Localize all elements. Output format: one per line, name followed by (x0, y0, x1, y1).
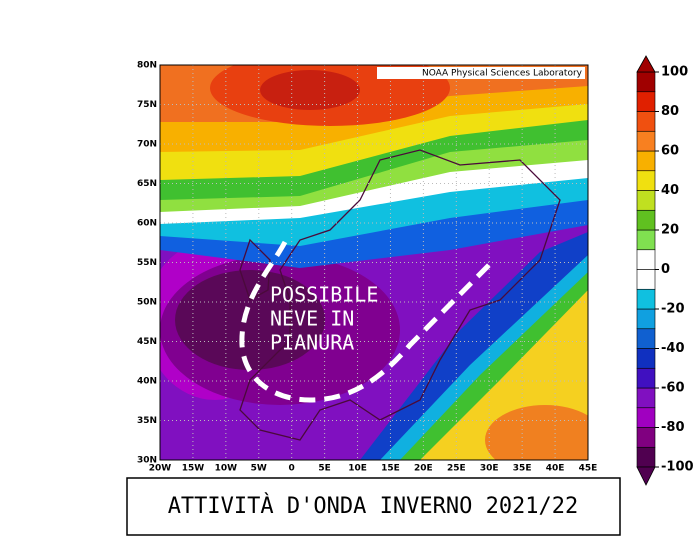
colorbar-label: 0 (661, 262, 670, 277)
colorbar-band (636, 427, 656, 448)
y-tick-label: 45N (137, 337, 157, 347)
colorbar-band (636, 308, 656, 330)
x-tick-label: 10E (348, 464, 367, 474)
colorbar-band (636, 71, 656, 93)
colorbar-band (636, 170, 656, 191)
y-tick-label: 75N (137, 100, 157, 110)
colorbar-arrow (636, 55, 656, 73)
y-tick-label: 65N (137, 179, 157, 189)
colorbar-label: 100 (661, 65, 688, 80)
x-tick-label: 25E (447, 464, 466, 474)
x-tick-label: 0 (289, 464, 295, 474)
x-tick-label: 15W (182, 464, 205, 474)
caption-box (126, 477, 621, 536)
colorbar-label: -100 (661, 460, 694, 475)
x-tick-label: 5W (251, 464, 267, 474)
colorbar-band (636, 288, 656, 310)
y-tick-label: 40N (137, 377, 157, 387)
map-fill (160, 65, 588, 460)
y-tick-label: 50N (137, 298, 157, 308)
colorbar-label: -80 (661, 420, 685, 435)
colorbar-band (636, 269, 656, 290)
colorbar-band (636, 407, 656, 428)
y-tick-label: 30N (137, 456, 157, 466)
colorbar: -100 -80 -60 -40 -20 0 20 40 60 80 100 (636, 55, 694, 486)
colorbar-band (636, 190, 656, 211)
x-tick-label: 35E (513, 464, 532, 474)
x-tick-label: 30E (480, 464, 499, 474)
x-tick-label: 10W (215, 464, 238, 474)
y-tick-label: 35N (137, 416, 157, 426)
x-tick-label: 45E (579, 464, 598, 474)
x-tick-label: 20W (149, 464, 172, 474)
colorbar-band (636, 209, 656, 231)
colorbar-label: 20 (661, 223, 679, 238)
colorbar-band (636, 446, 656, 468)
colorbar-arrow (636, 466, 656, 486)
y-tick-label: 80N (137, 61, 157, 71)
credit: NOAA Physical Sciences Laboratory (422, 69, 583, 79)
x-tick-label: 40E (546, 464, 565, 474)
y-tick-label: 60N (137, 219, 157, 229)
colorbar-band (636, 328, 656, 349)
colorbar-band (636, 91, 656, 112)
x-tick-label: 15E (381, 464, 400, 474)
colorbar-band (636, 130, 656, 152)
caption: ATTIVITÀ D'ONDA INVERNO 2021/22 (168, 493, 579, 519)
credit-box (377, 67, 585, 79)
colorbar-band (636, 229, 656, 251)
colorbar-label: 40 (661, 183, 679, 198)
colorbar-band (636, 348, 656, 369)
annotation: PIANURA (270, 331, 354, 355)
annotation: NEVE IN (270, 307, 354, 331)
colorbar-band (636, 111, 656, 132)
colorbar-band (636, 367, 656, 389)
colorbar-label: -60 (661, 381, 685, 396)
colorbar-band (636, 387, 656, 409)
x-tick-label: 5E (318, 464, 330, 474)
arrow-outline (239, 240, 492, 403)
y-tick-label: 70N (137, 140, 157, 150)
annotation: POSSIBILE (270, 283, 378, 307)
colorbar-band (636, 249, 656, 270)
colorbar-band (636, 150, 656, 172)
map-frame (159, 64, 589, 461)
colorbar-label: -20 (661, 302, 685, 317)
colorbar-label: 80 (661, 104, 679, 119)
y-tick-label: 55N (137, 258, 157, 268)
colorbar-label: 60 (661, 144, 679, 159)
colorbar-label: -40 (661, 341, 685, 356)
x-tick-label: 20E (414, 464, 433, 474)
